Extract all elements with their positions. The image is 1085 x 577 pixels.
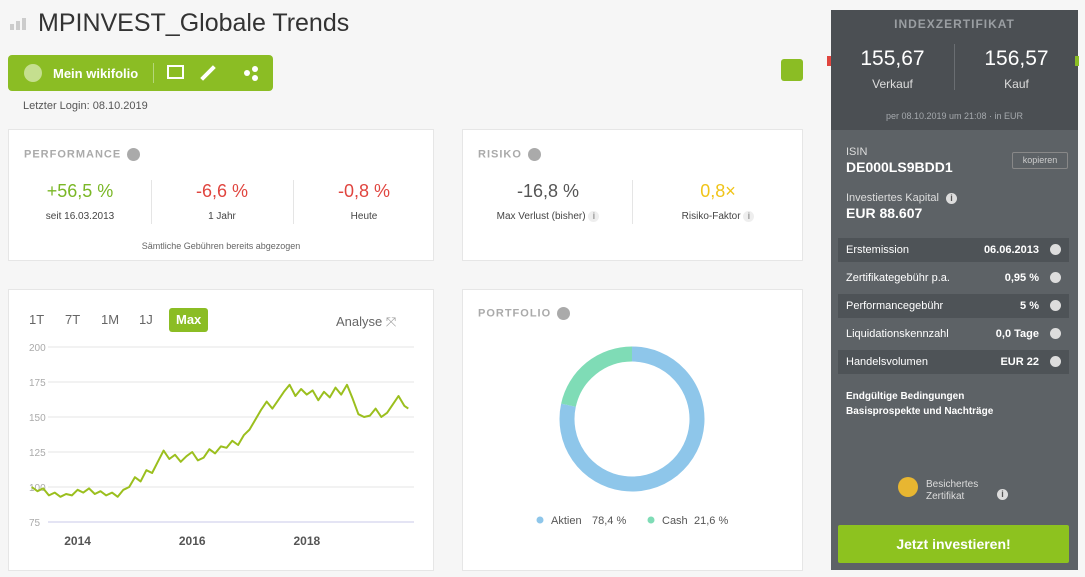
- last-login: Letzter Login: 08.10.2019: [23, 100, 148, 112]
- info-key: Liquidationskennzahl: [846, 328, 949, 340]
- info-key: Zertifikategebühr p.a.: [846, 272, 950, 284]
- avatar-icon: [24, 64, 42, 82]
- range-tab[interactable]: Max: [169, 308, 209, 332]
- risk-label: Risiko-Faktor i: [633, 211, 803, 222]
- chart-toggle[interactable]: [781, 59, 803, 81]
- perf-value: -6,6 %: [195, 181, 249, 201]
- prospectus-link[interactable]: Basisprospekte und Nachträge: [846, 406, 994, 417]
- invest-button[interactable]: Jetzt investieren!: [838, 525, 1069, 563]
- perf-label: seit 16.03.2013: [45, 211, 115, 222]
- info-row: Liquidationskennzahl 0,0 Tage: [838, 322, 1069, 346]
- product-type: INDEXZERTIFIKAT: [894, 17, 1015, 31]
- wikifolio-button[interactable]: Mein wikifolio: [53, 66, 139, 81]
- perf-value: +56,5 %: [46, 181, 114, 201]
- info-key: Erstemission: [846, 244, 909, 256]
- info-icon: [1050, 328, 1061, 339]
- info-icon: [1050, 272, 1061, 283]
- info-icon: [1050, 244, 1061, 255]
- info-value: 5 %: [1020, 300, 1039, 312]
- info-value: 0,0 Tage: [995, 328, 1039, 340]
- buy-label: Kauf: [1004, 77, 1029, 91]
- capital-label-text: Investiertes Kapital: [846, 192, 939, 204]
- badge-line: Besichertes: [926, 479, 979, 490]
- range-tab[interactable]: 1J: [139, 312, 153, 327]
- analyse-link[interactable]: Analyse ⤧: [336, 314, 397, 329]
- info-row: Zertifikategebühr p.a. 0,95 %: [838, 266, 1069, 290]
- info-value: 0,95 %: [1004, 272, 1039, 284]
- capital-label: Investiertes Kapital i: [846, 192, 957, 204]
- edit-icon[interactable]: [200, 65, 216, 81]
- portfolio-card: PORTFOLIO: [462, 289, 803, 571]
- risk-card: RISIKO -16,8 % Max Verlust (bisher) i 0,…: [462, 129, 803, 261]
- info-key: Handelsvolumen: [846, 356, 928, 368]
- range-tab[interactable]: 1T: [29, 312, 45, 327]
- page-title: MPINVEST_Globale Trends: [38, 9, 350, 37]
- info-row: Handelsvolumen EUR 22: [838, 350, 1069, 374]
- performance-title: PERFORMANCE: [24, 148, 141, 161]
- badge-icon: [898, 477, 918, 497]
- isin-label: ISIN: [846, 146, 868, 158]
- info-key: Performancegebühr: [846, 300, 944, 312]
- sell-price: 155,67: [860, 47, 925, 70]
- info-row: Performancegebühr 5 %: [838, 294, 1069, 318]
- logo-icon: [10, 16, 30, 30]
- portfolio-title: PORTFOLIO: [478, 307, 571, 320]
- portfolio-title-text: PORTFOLIO: [478, 307, 552, 320]
- terms-link[interactable]: Endgültige Bedingungen: [846, 391, 965, 402]
- badge-line: Zertifikat: [926, 491, 965, 502]
- share-icon[interactable]: [244, 66, 258, 81]
- risk-value: 0,8×: [700, 181, 736, 201]
- buy-price: 156,57: [984, 47, 1049, 70]
- risk-label: Max Verlust (bisher) i: [463, 211, 633, 222]
- sell-label: Verkauf: [872, 77, 913, 91]
- capital: EUR 88.607: [846, 205, 923, 221]
- range-tab[interactable]: 7T: [65, 312, 81, 327]
- info-value: 06.06.2013: [983, 244, 1039, 256]
- performance-card: PERFORMANCE +56,5 % seit 16.03.2013 -6,6…: [8, 129, 434, 261]
- info-row: Erstemission 06.06.2013: [838, 238, 1069, 262]
- performance-title-text: PERFORMANCE: [24, 148, 122, 161]
- info-icon: [1050, 300, 1061, 311]
- isin: DE000LS9BDD1: [846, 159, 953, 175]
- range-tab[interactable]: 1M: [101, 312, 120, 327]
- risk-label-text: Max Verlust (bisher): [496, 211, 586, 222]
- perf-label: Heute: [350, 211, 378, 222]
- chart-icon[interactable]: [167, 65, 184, 79]
- badge-text: Besichertes Zertifikat: [926, 479, 978, 503]
- risk-value: -16,8 %: [516, 181, 580, 201]
- info-icon: [1050, 356, 1061, 367]
- analyse-text[interactable]: Analyse: [336, 314, 383, 329]
- toolbar: Mein wikifolio: [8, 55, 273, 91]
- perf-value: -0,8 %: [337, 181, 391, 201]
- copy-button[interactable]: kopieren: [1012, 152, 1068, 169]
- info-value: EUR 22: [1000, 356, 1039, 368]
- perf-label: 1 Jahr: [208, 211, 236, 222]
- risk-title: RISIKO: [478, 148, 541, 161]
- fee-note: Sämtliche Gebühren bereits abgezogen: [141, 241, 301, 251]
- risk-title-text: RISIKO: [478, 148, 522, 161]
- price-timestamp: per 08.10.2019 um 21:08 · in EUR: [885, 111, 1024, 121]
- risk-label-text: Risiko-Faktor: [681, 211, 741, 222]
